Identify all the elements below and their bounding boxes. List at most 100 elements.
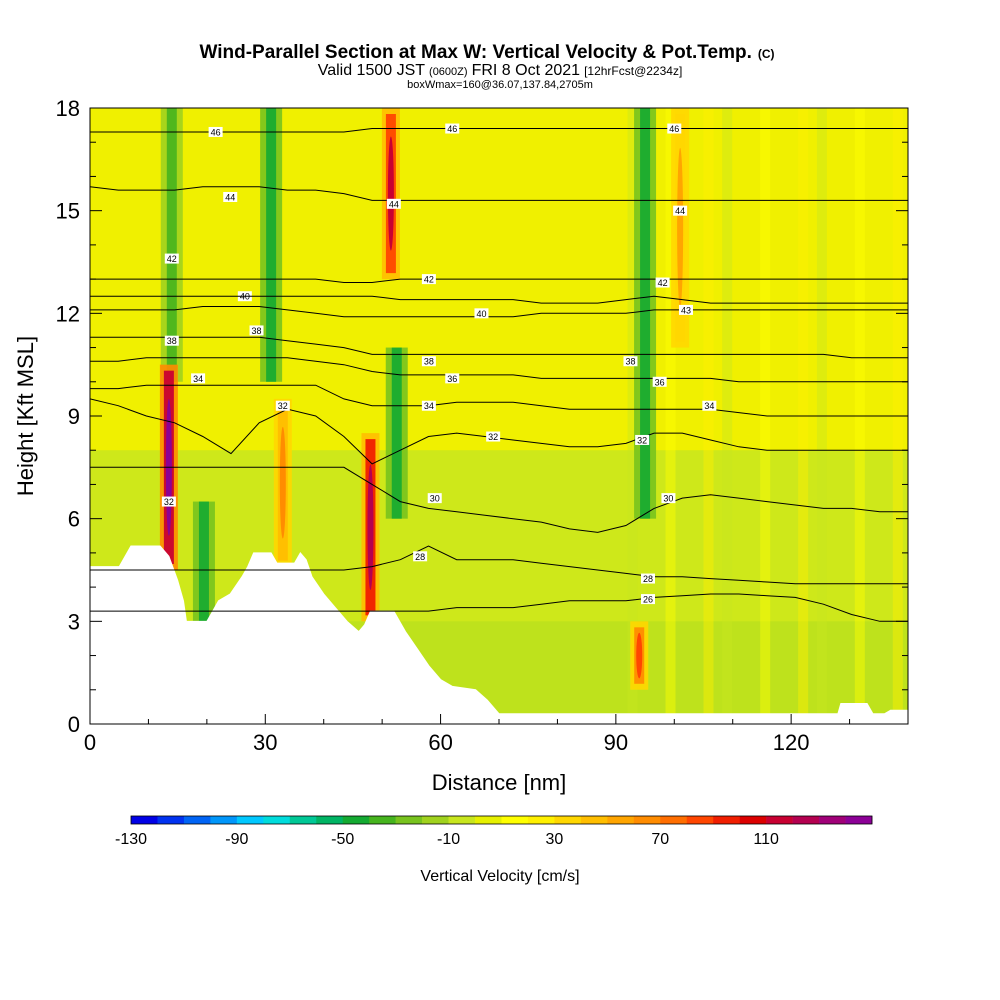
field-streak (949, 108, 959, 724)
x-tick-label: 0 (84, 730, 96, 755)
field-streak (703, 108, 714, 724)
svg-text:28: 28 (643, 574, 653, 584)
chart-subtitle-2: boxWmax=160@36.07,137.84,2705m (407, 79, 593, 91)
x-tick-label: 60 (428, 730, 452, 755)
svg-text:36: 36 (447, 374, 457, 384)
isentrope-label: 46 (445, 123, 460, 134)
colorbar-tick-label: 70 (651, 831, 669, 848)
isentrope-label: 36 (652, 376, 667, 387)
colorbar-swatch (527, 816, 555, 824)
isentrope-26 (90, 593, 908, 622)
isentrope-43 (90, 295, 908, 304)
colorbar-tick-label: -90 (225, 831, 248, 848)
colorbar-tick-label: 110 (753, 831, 779, 848)
isentrope-label: 38 (421, 356, 436, 367)
isentrope-30 (90, 466, 908, 533)
field-streak (968, 108, 978, 724)
colorbar-swatch (395, 816, 423, 824)
colorbar-tick-label: -10 (437, 831, 460, 848)
colorbar-tick-label: -50 (331, 831, 354, 848)
colorbar-swatch (342, 816, 370, 824)
isentrope-28 (90, 545, 908, 585)
colorbar-swatch (263, 816, 291, 824)
chart-subtitle: Valid 1500 JST (0600Z) FRI 8 Oct 2021 [12hr… (318, 62, 683, 79)
colorbar-swatch (183, 816, 211, 824)
downdraft-5 (634, 108, 657, 519)
svg-text:44: 44 (675, 206, 685, 216)
updraft-6 (630, 621, 649, 690)
isentrope-label: 32 (275, 400, 290, 411)
svg-text:44: 44 (389, 199, 399, 209)
isentrope-label: 28 (413, 551, 428, 562)
svg-text:38: 38 (424, 357, 434, 367)
svg-text:42: 42 (167, 254, 177, 264)
svg-text:26: 26 (643, 595, 653, 605)
isentrope-36 (90, 357, 908, 383)
isentrope-label: 44 (386, 198, 401, 209)
svg-text:32: 32 (164, 497, 174, 507)
svg-text:38: 38 (625, 357, 635, 367)
colorbar-swatch (660, 816, 688, 824)
colorbar-swatch (210, 816, 238, 824)
y-tick-label: 0 (68, 712, 80, 737)
downdraft-1 (192, 501, 215, 622)
svg-text:40: 40 (240, 292, 250, 302)
isentrope-label: 34 (191, 373, 206, 384)
colorbar-swatch (554, 816, 582, 824)
isentrope-label: 32 (486, 431, 501, 442)
y-tick-label: 6 (68, 507, 80, 532)
field-streak (627, 108, 638, 724)
svg-text:34: 34 (704, 401, 714, 411)
colorbar-swatch (607, 816, 635, 824)
updraft-2 (273, 398, 292, 567)
isentrope-label: 28 (640, 573, 655, 584)
downdraft-2 (160, 108, 183, 382)
isentrope-label: 46 (667, 123, 682, 134)
isentrope-label: 42 (421, 274, 436, 285)
isentrope-34 (90, 384, 908, 417)
isentrope-label: 32 (635, 434, 650, 445)
x-tick-label: 90 (604, 730, 628, 755)
svg-text:36: 36 (655, 377, 665, 387)
y-tick-label: 15 (56, 199, 80, 224)
isentrope-42 (90, 278, 908, 283)
svg-text:38: 38 (252, 326, 262, 336)
isentrope-label: 42 (655, 277, 670, 288)
svg-text:30: 30 (430, 494, 440, 504)
y-tick-label: 18 (56, 96, 80, 121)
isentrope-label: 36 (445, 373, 460, 384)
field-streak (665, 108, 676, 724)
isentrope-label: 30 (427, 493, 442, 504)
colorbar-swatch (316, 816, 344, 824)
colorbar-swatch (236, 816, 264, 824)
colorbar-swatch (713, 816, 740, 824)
colorbar-swatch (792, 816, 820, 824)
title-suffix: (C) (758, 47, 775, 61)
svg-text:32: 32 (278, 401, 288, 411)
downdraft-4 (385, 347, 408, 519)
y-tick-label: 12 (56, 301, 80, 326)
colorbar-swatch (633, 816, 661, 824)
isentrope-label: 40 (474, 308, 489, 319)
svg-text:42: 42 (424, 275, 434, 285)
colorbar-tick-label: 30 (546, 831, 564, 848)
isentrope-label: 34 (702, 400, 717, 411)
colorbar-swatch (739, 816, 767, 824)
colorbar-frame (130, 815, 873, 825)
colorbar-swatch (475, 816, 502, 824)
svg-text:46: 46 (447, 124, 457, 134)
isentrope-38 (90, 336, 908, 359)
y-tick-label: 3 (68, 609, 80, 634)
svg-text:46: 46 (669, 124, 679, 134)
svg-text:32: 32 (637, 435, 647, 445)
isentrope-label: 42 (164, 253, 179, 264)
x-tick-label: 30 (253, 730, 277, 755)
isentrope-label: 44 (673, 205, 688, 216)
colorbar-swatch (845, 816, 873, 824)
potential-temperature-contours: 26 28 28 30 30 32 32 32 32 34 34 34 36 36 38 38 38 38 40 40… (90, 108, 908, 622)
svg-text:30: 30 (663, 494, 673, 504)
svg-text:28: 28 (415, 552, 425, 562)
isentrope-label: 46 (208, 126, 223, 137)
